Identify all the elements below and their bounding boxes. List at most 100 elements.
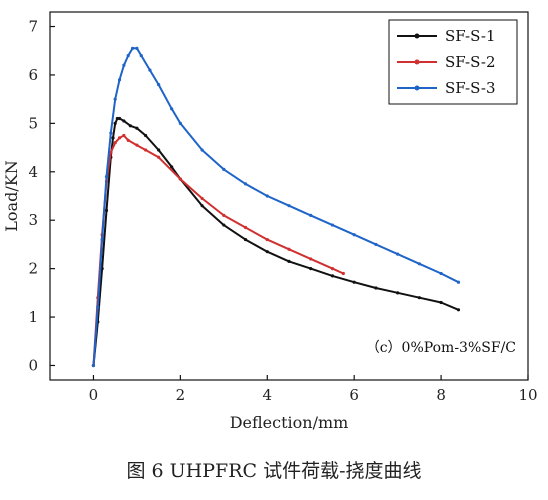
x-tick-label: 0: [89, 386, 99, 404]
series-layer: [91, 46, 461, 368]
y-axis-title: Load/KN: [2, 160, 21, 231]
legend-label-sf-s-2: SF-S-2: [445, 53, 496, 71]
axis-ticks: 0 2 4 6 8 10 0 1 2 3 4 5 6 7: [28, 18, 537, 404]
data-point-sf-s-3: [122, 63, 126, 67]
data-point-sf-s-3: [109, 131, 113, 135]
data-point-sf-s-2: [341, 271, 345, 276]
data-point-sf-s-3: [148, 68, 152, 72]
data-point-sf-s-3: [352, 233, 356, 237]
data-point-sf-s-3: [157, 83, 161, 87]
data-point-sf-s-3: [100, 237, 104, 242]
data-point-sf-s-1: [330, 274, 335, 278]
data-point-sf-s-2: [144, 148, 148, 152]
figure-caption: 图 6 UHPFRC 试件荷载-挠度曲线: [126, 460, 422, 482]
data-point-sf-s-3: [113, 97, 117, 101]
data-point-sf-s-3: [170, 107, 174, 111]
data-point-sf-s-1: [144, 133, 148, 138]
data-point-sf-s-2: [265, 237, 269, 242]
data-point-sf-s-3: [417, 262, 421, 266]
series-line-sf-s-1: [92, 117, 459, 366]
data-point-sf-s-2: [178, 177, 182, 181]
data-point-sf-s-1: [111, 136, 115, 140]
legend-marker-sf-s-2: [414, 59, 420, 65]
y-tick-label: 3: [28, 211, 38, 229]
y-tick-label: 5: [28, 114, 38, 132]
data-point-sf-s-2: [200, 196, 204, 201]
data-point-sf-s-1: [222, 223, 226, 227]
data-point-sf-s-3: [178, 121, 182, 125]
data-point-sf-s-1: [456, 308, 461, 312]
legend: SF-S-1 SF-S-2 SF-S-3: [388, 19, 518, 105]
data-point-sf-s-1: [287, 259, 291, 263]
data-point-sf-s-3: [265, 194, 269, 198]
y-tick-label: 6: [28, 66, 38, 84]
data-point-sf-s-3: [222, 167, 226, 171]
data-point-sf-s-3: [135, 46, 139, 50]
data-point-sf-s-1: [122, 119, 126, 123]
data-point-sf-s-2: [243, 225, 248, 230]
data-point-sf-s-1: [374, 286, 378, 290]
data-point-sf-s-1: [113, 121, 117, 125]
data-point-sf-s-3: [126, 53, 130, 58]
data-point-sf-s-3: [287, 204, 291, 208]
data-point-sf-s-1: [352, 280, 356, 284]
y-tick-label: 2: [28, 260, 38, 278]
data-point-sf-s-1: [104, 208, 109, 213]
data-point-sf-s-1: [128, 124, 132, 128]
y-tick-label: 0: [28, 356, 38, 374]
data-point-sf-s-1: [200, 204, 204, 208]
data-point-sf-s-1: [135, 126, 139, 130]
data-point-sf-s-3: [309, 213, 313, 217]
x-tick-label: 2: [176, 386, 186, 404]
data-point-sf-s-3: [96, 305, 100, 309]
data-point-sf-s-3: [330, 223, 335, 227]
x-axis-title: Deflection/mm: [230, 413, 349, 432]
data-point-sf-s-2: [287, 247, 291, 251]
data-point-sf-s-1: [396, 291, 400, 295]
x-tick-label: 8: [436, 386, 446, 404]
x-tick-label: 4: [262, 386, 272, 404]
plot-frame: [49, 11, 529, 381]
data-point-sf-s-1: [439, 300, 443, 305]
data-point-sf-s-1: [309, 267, 313, 271]
panel-annotation: （c）0%Pom-3%SF/C: [366, 340, 516, 356]
data-point-sf-s-3: [117, 78, 122, 82]
data-point-sf-s-1: [100, 267, 104, 271]
data-point-sf-s-2: [222, 213, 226, 217]
data-point-sf-s-1: [243, 237, 248, 242]
data-point-sf-s-2: [135, 143, 139, 147]
x-tick-label: 10: [518, 386, 537, 404]
legend-label-sf-s-3: SF-S-3: [445, 79, 496, 97]
legend-marker-sf-s-1: [414, 33, 420, 39]
data-point-sf-s-1: [417, 296, 421, 300]
data-point-sf-s-1: [265, 250, 269, 254]
data-point-sf-s-1: [117, 116, 122, 121]
data-point-sf-s-3: [91, 363, 96, 368]
series-line-sf-s-2: [92, 134, 344, 366]
data-point-sf-s-2: [126, 138, 130, 142]
legend-label-sf-s-1: SF-S-1: [445, 27, 496, 45]
data-point-sf-s-3: [104, 175, 109, 179]
data-point-sf-s-2: [309, 257, 313, 261]
y-tick-label: 7: [28, 18, 38, 36]
data-point-sf-s-3: [396, 252, 400, 256]
data-point-sf-s-2: [330, 267, 335, 271]
load-deflection-chart: 0 2 4 6 8 10 0 1 2 3 4 5 6 7 Deflection/mm Load/KN SF…: [2, 11, 538, 432]
data-point-sf-s-1: [170, 165, 174, 169]
data-point-sf-s-3: [130, 46, 135, 50]
data-point-sf-s-2: [122, 133, 126, 138]
y-tick-label: 1: [28, 308, 38, 326]
data-point-sf-s-2: [113, 141, 117, 145]
x-tick-label: 6: [349, 386, 359, 404]
data-point-sf-s-3: [243, 182, 248, 186]
data-point-sf-s-3: [139, 53, 143, 58]
legend-marker-sf-s-3: [414, 85, 420, 91]
data-point-sf-s-3: [439, 271, 443, 276]
y-tick-label: 4: [28, 163, 38, 181]
data-point-sf-s-3: [456, 280, 461, 284]
data-point-sf-s-2: [109, 150, 113, 155]
data-point-sf-s-3: [374, 242, 378, 247]
data-point-sf-s-1: [157, 148, 161, 152]
data-point-sf-s-2: [117, 136, 122, 140]
data-point-sf-s-3: [200, 148, 204, 152]
